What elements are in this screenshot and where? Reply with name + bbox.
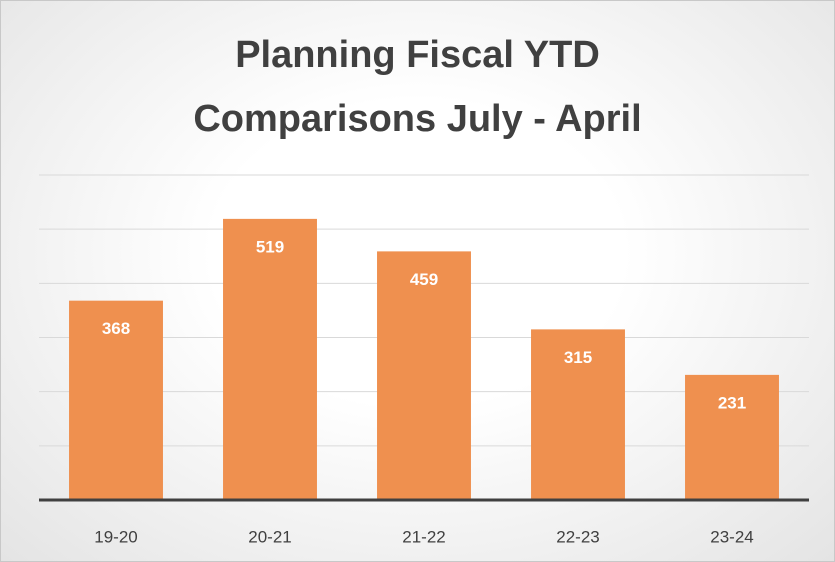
x-tick-label: 22-23 — [556, 527, 599, 546]
data-label: 368 — [102, 319, 130, 338]
bar — [223, 218, 317, 500]
x-tick-label: 20-21 — [248, 527, 291, 546]
bar — [69, 300, 163, 500]
title-box: Planning Fiscal YTD Comparisons July - A… — [1, 23, 834, 151]
data-label: 459 — [410, 270, 438, 289]
bar — [531, 329, 625, 500]
data-label: 315 — [564, 348, 592, 367]
x-tick-label: 23-24 — [710, 527, 753, 546]
bar — [377, 251, 471, 500]
chart-title: Planning Fiscal YTD Comparisons July - A… — [193, 34, 642, 140]
x-tick-label: 19-20 — [94, 527, 137, 546]
data-label: 231 — [718, 393, 746, 412]
data-label: 519 — [256, 237, 284, 256]
bar — [685, 374, 779, 500]
x-tick-label: 21-22 — [402, 527, 445, 546]
